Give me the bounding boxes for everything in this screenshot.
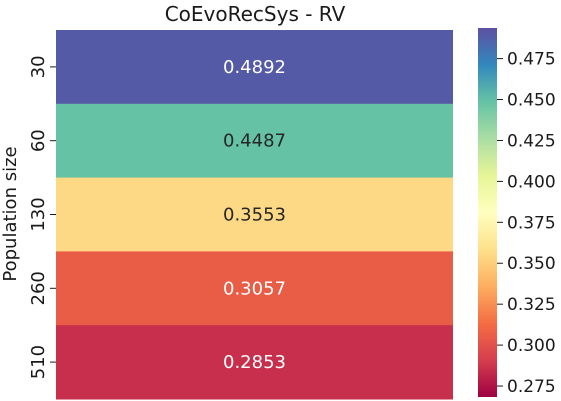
colorbar-tick-label: 0.325 [507,295,556,315]
cell-value-label: 0.3057 [223,278,286,299]
heatmap-cell [56,103,453,179]
row-tick-labels: 30 60 130 260 510 [28,55,56,379]
colorbar-tick-label: 0.375 [507,213,556,233]
heatmap-cell [56,30,453,105]
cell-value-label: 0.4892 [223,57,286,78]
row-tick-label: 30 [28,55,49,78]
row-tick-label: 60 [28,129,49,152]
cell-value-label: 0.2853 [223,352,286,373]
chart-title: CoEvoRecSys - RV [165,2,346,26]
heatmap-cell [56,325,453,400]
heatmap-cell [56,177,453,252]
colorbar-tick-label: 0.275 [507,377,556,397]
colorbar-tick-label: 0.350 [507,254,556,274]
colorbar-tick-label: 0.475 [507,50,556,70]
colorbar-gradient [478,28,497,397]
cell-value-label: 0.4487 [223,131,286,152]
colorbar-ticks: 0.275 0.300 0.325 0.350 0.375 0.400 0.425 0.450… [497,50,556,397]
y-axis-label: Population size [0,146,21,281]
row-tick-label: 510 [28,345,49,379]
colorbar-tick-label: 0.300 [507,336,556,356]
colorbar-tick-label: 0.425 [507,131,556,151]
colorbar-tick-label: 0.400 [507,172,556,192]
cell-value-label: 0.3553 [223,205,286,226]
row-tick-label: 130 [28,197,49,231]
heatmap-cell [56,251,453,326]
heatmap-cells: 0.4892 0.4487 0.3553 0.3057 0.2853 [56,30,453,400]
colorbar-tick-label: 0.450 [507,91,556,111]
row-tick-label: 260 [28,271,49,305]
colorbar: 0.275 0.300 0.325 0.350 0.375 0.400 0.425 0.450… [478,28,556,397]
